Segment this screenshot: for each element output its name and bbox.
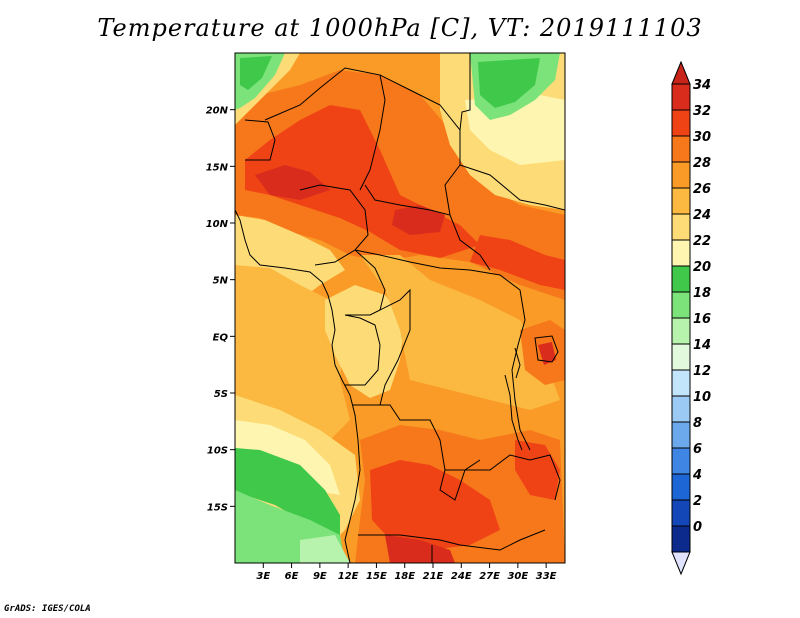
border-namibia bbox=[358, 529, 546, 551]
border-west-sahel bbox=[244, 119, 276, 161]
field-northwest-green-2 bbox=[240, 56, 272, 90]
field-south-hottest bbox=[385, 535, 455, 563]
border-drc-east bbox=[511, 289, 531, 451]
border-chad bbox=[364, 184, 491, 271]
field-ocean-orange bbox=[235, 265, 350, 440]
lon-tick-label: 3E bbox=[256, 571, 270, 582]
border-zambia bbox=[445, 454, 561, 501]
legend-box bbox=[671, 317, 691, 345]
legend-label: 0 bbox=[693, 520, 702, 535]
border-cameroon bbox=[345, 249, 386, 316]
lat-tick-label: 15S bbox=[207, 502, 228, 513]
lon-tick-label: 18E bbox=[394, 571, 415, 582]
lon-tick-label: 21E bbox=[423, 571, 444, 582]
legend-box bbox=[671, 395, 691, 423]
map-frame bbox=[234, 52, 566, 564]
map-title: Temperature at 1000hPa [C], VT: 20191111… bbox=[97, 14, 703, 42]
legend-label: 30 bbox=[693, 130, 711, 145]
legend-box bbox=[671, 473, 691, 501]
field-south-palegreen bbox=[300, 535, 350, 563]
legend-underflow-triangle bbox=[671, 551, 691, 576]
lat-tick-label: 10S bbox=[207, 446, 228, 457]
legend-box bbox=[671, 499, 691, 527]
legend-label: 6 bbox=[693, 442, 702, 457]
legend-label: 16 bbox=[693, 312, 711, 327]
field-central-yellow bbox=[325, 285, 405, 398]
legend-box bbox=[671, 187, 691, 215]
field-lake-core bbox=[538, 342, 556, 365]
lake-tanganyika bbox=[504, 374, 523, 451]
lat-tick-label: 10N bbox=[206, 219, 229, 230]
lat-tick-label: 5N bbox=[213, 276, 229, 287]
legend-box bbox=[671, 421, 691, 449]
lon-tick-label: 9E bbox=[313, 571, 327, 582]
lake-albert bbox=[514, 347, 521, 379]
legend-label: 12 bbox=[693, 364, 711, 379]
lat-tick-label: EQ bbox=[213, 332, 229, 343]
legend-box bbox=[671, 161, 691, 189]
legend-label: 14 bbox=[693, 338, 711, 353]
border-car bbox=[354, 249, 521, 291]
field-south-green bbox=[235, 448, 340, 535]
legend-box bbox=[671, 343, 691, 371]
lon-tick-label: 12E bbox=[338, 571, 359, 582]
legend-box bbox=[671, 109, 691, 137]
lon-tick-label: 27E bbox=[479, 571, 500, 582]
legend-label: 32 bbox=[693, 104, 711, 119]
latitude-ticks: 20N 15N 10N 5N EQ 5S 10S 15S bbox=[206, 106, 235, 513]
field-south-hot bbox=[370, 460, 500, 550]
lon-tick-label: 15E bbox=[366, 571, 387, 582]
temperature-field bbox=[235, 53, 565, 563]
legend-label: 26 bbox=[693, 182, 711, 197]
legend-label: 10 bbox=[693, 390, 711, 405]
coastline-west bbox=[235, 209, 361, 563]
border-east-1 bbox=[459, 53, 471, 131]
border-nigeria bbox=[299, 184, 369, 266]
legend-box bbox=[671, 239, 691, 267]
field-northeast-green-2 bbox=[478, 58, 540, 108]
legend-overflow-triangle bbox=[671, 60, 691, 85]
legend-box bbox=[671, 135, 691, 163]
legend-box bbox=[671, 83, 691, 111]
field-north-hottest-2 bbox=[392, 205, 445, 235]
field-north-hot-2 bbox=[470, 235, 565, 290]
legend-label: 22 bbox=[693, 234, 711, 249]
legend-label: 28 bbox=[693, 156, 711, 171]
field-north-hottest bbox=[255, 165, 330, 200]
field-south-pale bbox=[235, 420, 340, 495]
credit-text: GrADS: IGES/COLA bbox=[4, 604, 91, 614]
border-gabon bbox=[344, 314, 381, 386]
legend-label: 24 bbox=[693, 208, 711, 223]
lat-tick-label: 20N bbox=[206, 106, 229, 117]
lon-tick-label: 24E bbox=[451, 571, 472, 582]
legend-box bbox=[671, 525, 691, 553]
lon-tick-label: 33E bbox=[536, 571, 557, 582]
lon-tick-label: 6E bbox=[285, 571, 299, 582]
legend-label: 4 bbox=[692, 468, 702, 483]
legend-box bbox=[671, 265, 691, 293]
legend-boxes bbox=[671, 60, 691, 576]
border-congo bbox=[379, 288, 411, 406]
lat-tick-label: 15N bbox=[206, 162, 229, 173]
legend-box bbox=[671, 369, 691, 397]
lon-tick-label: 30E bbox=[507, 571, 528, 582]
legend-box bbox=[671, 213, 691, 241]
border-east-2 bbox=[459, 164, 565, 211]
legend-label: 8 bbox=[693, 416, 702, 431]
border-angola bbox=[352, 404, 481, 501]
legend-box bbox=[671, 291, 691, 319]
longitude-ticks: 3E 6E 9E 12E 15E 18E 21E 24E 27E 30E 33E bbox=[256, 563, 557, 582]
borders bbox=[235, 53, 565, 563]
legend-label: 34 bbox=[693, 78, 711, 93]
legend-box bbox=[671, 447, 691, 475]
legend-label: 18 bbox=[693, 286, 711, 301]
legend-label: 20 bbox=[693, 260, 711, 275]
legend-label: 2 bbox=[693, 494, 702, 509]
lat-tick-label: 5S bbox=[214, 389, 228, 400]
lake-victoria bbox=[534, 335, 559, 363]
